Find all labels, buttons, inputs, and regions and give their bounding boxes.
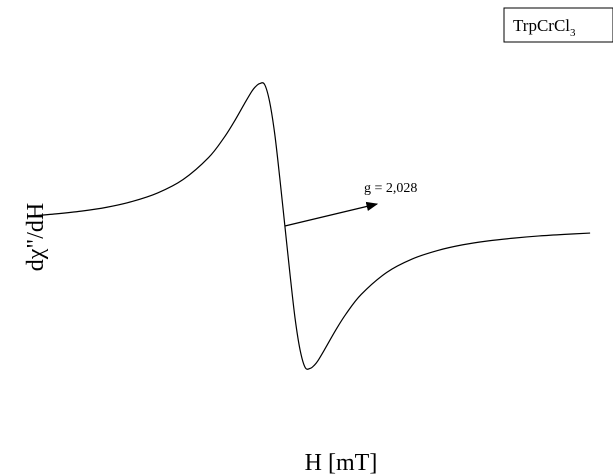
annotation-arrow xyxy=(284,201,379,227)
legend-frame xyxy=(503,7,613,43)
annotation-label: g = 2,028 xyxy=(364,181,417,196)
y-axis-label: dχ"/dH xyxy=(23,203,49,271)
plot-area xyxy=(30,82,591,370)
legend-label: TrpCrCl3 xyxy=(513,16,576,39)
legend-label-subscript: 3 xyxy=(570,27,576,39)
legend-label-main: TrpCrCl xyxy=(513,16,570,35)
series-line-0 xyxy=(30,82,591,370)
legend-box: TrpCrCl3 xyxy=(503,7,613,43)
x-axis-label: H [mT] xyxy=(305,450,378,475)
